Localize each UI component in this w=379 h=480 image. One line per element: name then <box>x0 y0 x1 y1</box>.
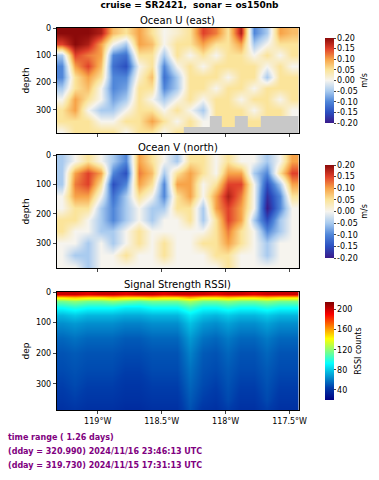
svg-text:118.5°W: 118.5°W <box>144 417 179 426</box>
svg-text:0.00: 0.00 <box>337 76 355 85</box>
svg-text:(dday = 319.730) 2024/11/15 17: (dday = 319.730) 2024/11/15 17:31:13 UTC <box>8 461 202 470</box>
svg-text:0: 0 <box>46 151 51 160</box>
svg-text:117.5°W: 117.5°W <box>272 417 307 426</box>
svg-text:-0.05: -0.05 <box>337 87 358 96</box>
svg-text:Ocean V (north): Ocean V (north) <box>138 142 218 153</box>
svg-text:0.15: 0.15 <box>337 44 355 53</box>
svg-text:0.10: 0.10 <box>337 184 355 193</box>
svg-text:(dday = 320.990) 2024/11/16 23: (dday = 320.990) 2024/11/16 23:46:13 UTC <box>8 447 202 456</box>
svg-text:-0.20: -0.20 <box>337 119 358 128</box>
svg-text:0: 0 <box>46 288 51 297</box>
svg-text:-0.20: -0.20 <box>337 254 358 263</box>
svg-text:160: 160 <box>337 325 352 334</box>
svg-text:0.00: 0.00 <box>337 207 355 216</box>
svg-text:200: 200 <box>36 349 51 358</box>
svg-text:time range ( 1.26 days): time range ( 1.26 days) <box>8 433 114 442</box>
svg-text:0.15: 0.15 <box>337 172 355 181</box>
svg-text:119°W: 119°W <box>84 417 111 426</box>
svg-text:0.10: 0.10 <box>337 55 355 64</box>
svg-text:-0.10: -0.10 <box>337 98 358 107</box>
svg-text:100: 100 <box>36 51 51 60</box>
svg-text:300: 300 <box>36 106 51 115</box>
svg-text:200: 200 <box>36 78 51 87</box>
svg-text:200: 200 <box>337 305 352 314</box>
svg-text:300: 300 <box>36 380 51 389</box>
svg-text:-0.15: -0.15 <box>337 242 358 251</box>
svg-text:dep: dep <box>21 342 31 359</box>
svg-text:100: 100 <box>36 318 51 327</box>
svg-text:0.20: 0.20 <box>337 161 355 170</box>
svg-text:RSSI counts: RSSI counts <box>354 327 363 374</box>
svg-text:0.05: 0.05 <box>337 66 355 75</box>
svg-text:0: 0 <box>46 24 51 33</box>
svg-text:0.05: 0.05 <box>337 196 355 205</box>
svg-text:depth: depth <box>21 198 31 224</box>
svg-text:120: 120 <box>337 346 352 355</box>
svg-text:-0.10: -0.10 <box>337 231 358 240</box>
svg-text:118°W: 118°W <box>212 417 239 426</box>
svg-text:-0.15: -0.15 <box>337 108 358 117</box>
svg-text:100: 100 <box>36 180 51 189</box>
svg-text:-0.05: -0.05 <box>337 219 358 228</box>
svg-text:Ocean U (east): Ocean U (east) <box>140 15 215 26</box>
svg-text:m/s: m/s <box>360 73 369 88</box>
svg-text:80: 80 <box>337 366 347 375</box>
svg-text:0.20: 0.20 <box>337 34 355 43</box>
svg-text:depth: depth <box>21 67 31 93</box>
svg-text:200: 200 <box>36 210 51 219</box>
svg-text:40: 40 <box>337 386 347 395</box>
svg-text:300: 300 <box>36 239 51 248</box>
svg-text:cruise = SR2421, sonar = os15: cruise = SR2421, sonar = os150nb <box>100 0 279 10</box>
svg-text:Signal Strength RSSI): Signal Strength RSSI) <box>124 279 231 290</box>
svg-text:m/s: m/s <box>360 204 369 219</box>
